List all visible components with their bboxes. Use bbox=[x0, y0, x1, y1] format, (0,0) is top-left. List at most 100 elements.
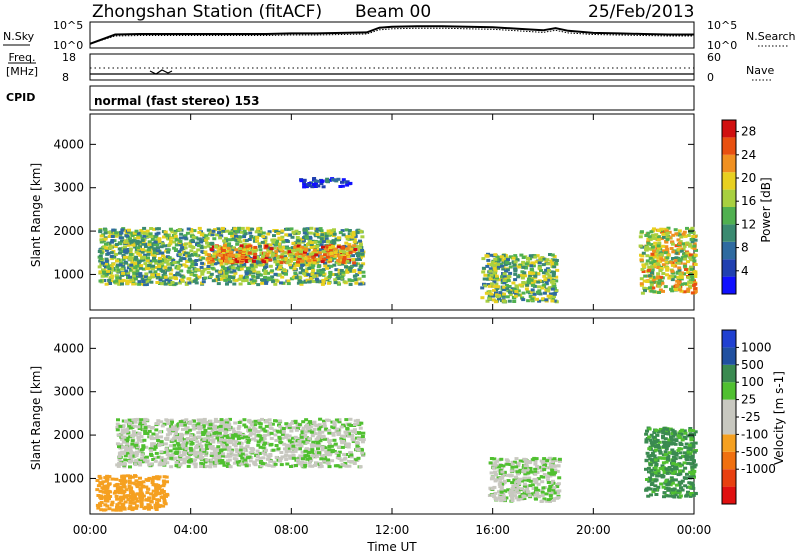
power-echo-cell bbox=[321, 280, 326, 284]
velocity-echo-cell bbox=[287, 425, 292, 429]
velocity-echo-cell bbox=[274, 455, 279, 459]
power-echo-cell bbox=[148, 259, 153, 263]
power-echo-cell bbox=[330, 231, 335, 235]
velocity-echo-cell bbox=[519, 479, 524, 483]
velocity-echo-cell bbox=[96, 484, 101, 488]
velocity-echo-cell bbox=[152, 447, 157, 451]
velocity-echo-cell bbox=[161, 479, 166, 483]
velocity-echo-cell bbox=[212, 462, 217, 466]
power-echo-cell bbox=[319, 182, 324, 185]
velocity-echo-cell bbox=[162, 422, 167, 426]
velocity-echo-cell bbox=[119, 489, 124, 492]
power-echo-cell bbox=[645, 287, 650, 291]
velocity-echo-cell bbox=[541, 475, 546, 479]
power-echo-cell bbox=[533, 255, 538, 259]
velocity-echo-cell bbox=[299, 454, 304, 458]
power-echo-cell bbox=[497, 256, 502, 259]
power-echo-cell bbox=[525, 260, 530, 264]
velocity-echo-cell bbox=[160, 424, 165, 428]
power-echo-cell bbox=[124, 261, 129, 265]
power-echo-cell bbox=[227, 277, 231, 281]
velocity-echo-cell bbox=[308, 456, 313, 460]
power-echo-cell bbox=[247, 271, 252, 275]
velocity-echo-cell bbox=[320, 448, 325, 452]
power-echo-cell bbox=[352, 244, 357, 248]
velocity-echo-cell bbox=[298, 447, 302, 451]
power-echo-cell bbox=[671, 285, 676, 289]
power-echo-cell bbox=[658, 260, 663, 264]
power-echo-cell bbox=[247, 238, 252, 241]
velocity-echo-cell bbox=[218, 428, 223, 432]
velocity-echo-cell bbox=[151, 475, 156, 479]
power-echo-cell bbox=[114, 279, 119, 283]
velocity-echo-cell bbox=[217, 456, 222, 460]
power-echo-cell bbox=[120, 239, 124, 243]
velocity-echo-cell bbox=[139, 418, 144, 422]
velocity-echo-cell bbox=[548, 474, 553, 478]
power-echo-cell bbox=[552, 265, 557, 269]
velocity-echo-cell bbox=[251, 447, 256, 451]
power-echo-cell bbox=[162, 235, 166, 239]
velocity-echo-cell bbox=[317, 451, 321, 455]
power-echo-cell bbox=[248, 244, 253, 248]
power-echo-cell bbox=[140, 277, 145, 281]
power-echo-cell bbox=[653, 237, 658, 240]
power-echo-cell bbox=[284, 272, 288, 276]
power-echo-cell bbox=[326, 229, 331, 233]
power-echo-cell bbox=[676, 232, 681, 236]
power-echo-cell bbox=[529, 278, 534, 282]
power-echo-cell bbox=[208, 274, 213, 278]
velocity-echo-cell bbox=[193, 458, 198, 462]
velocity-echo-cell bbox=[693, 463, 698, 467]
power-echo-cell bbox=[346, 255, 350, 258]
power-echo-cell bbox=[227, 238, 232, 242]
power-echo-cell bbox=[328, 178, 333, 182]
power-echo-cell bbox=[226, 249, 230, 253]
power-echo-cell bbox=[303, 245, 308, 249]
power-echo-cell bbox=[193, 263, 198, 266]
power-echo-cell bbox=[302, 227, 307, 231]
power-echo-cell bbox=[100, 274, 105, 278]
power-echo-cell bbox=[273, 282, 278, 286]
power-echo-cell bbox=[143, 262, 148, 266]
power-echo-cell bbox=[133, 245, 138, 249]
velocity-echo-cell bbox=[248, 459, 253, 463]
power-echo-cell bbox=[297, 256, 302, 260]
power-echo-cell bbox=[187, 266, 192, 270]
power-echo-cell bbox=[209, 272, 214, 276]
power-echo-cell bbox=[245, 226, 250, 230]
velocity-echo-cell bbox=[152, 436, 157, 440]
velocity-echo-cell bbox=[184, 451, 188, 455]
velocity-echo-cell bbox=[115, 482, 120, 486]
velocity-echo-cell bbox=[208, 460, 213, 464]
power-echo-cell bbox=[98, 257, 103, 261]
velocity-echo-cell bbox=[121, 440, 126, 444]
power-echo-cell bbox=[347, 278, 352, 282]
velocity-echo-cell bbox=[101, 480, 106, 484]
velocity-echo-cell bbox=[262, 437, 267, 441]
power-echo-cell bbox=[337, 268, 342, 272]
velocity-echo-cell bbox=[222, 429, 227, 433]
velocity-echo-cell bbox=[352, 430, 356, 434]
power-echo-cell bbox=[356, 262, 361, 266]
power-echo-cell bbox=[97, 265, 102, 269]
power-echo-cell bbox=[686, 271, 691, 274]
power-echo-cell bbox=[693, 272, 698, 276]
velocity-echo-cell bbox=[205, 458, 210, 462]
velocity-echo-cell bbox=[178, 455, 183, 459]
power-echo-cell bbox=[274, 250, 279, 254]
power-echo-cell bbox=[169, 261, 174, 265]
velocity-echo-cell bbox=[510, 465, 515, 469]
velocity-echo-cell bbox=[307, 461, 312, 465]
power-echo-cell bbox=[252, 279, 257, 283]
power-echo-cell bbox=[303, 257, 308, 261]
power-echo-cell bbox=[167, 243, 172, 247]
velocity-echo-cell bbox=[174, 460, 179, 464]
velocity-echo-cell bbox=[548, 466, 553, 470]
power-echo-cell bbox=[163, 232, 168, 236]
power-echo-cell bbox=[486, 277, 491, 281]
velocity-echo-cell bbox=[137, 459, 141, 463]
power-echo-cell bbox=[645, 246, 650, 249]
velocity-echo-cell bbox=[122, 485, 127, 489]
velocity-echo-cell bbox=[225, 418, 230, 422]
